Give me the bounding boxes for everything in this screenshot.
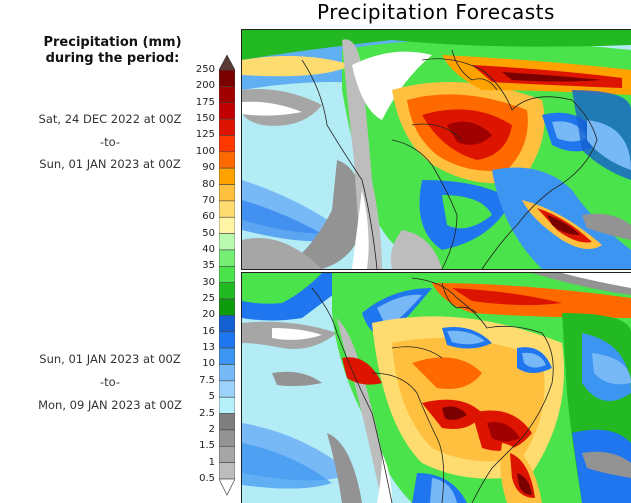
colorbar-tick-label: 50	[202, 227, 215, 239]
colorbar-segment	[219, 102, 235, 120]
colorbar-segment	[219, 118, 235, 136]
colorbar-segment	[219, 429, 235, 447]
colorbar-tick-label: 35	[202, 260, 215, 272]
colorbar-segment	[219, 249, 235, 267]
period-2-end: Mon, 09 JAN 2023 at 00Z	[38, 398, 182, 412]
colorbar-segment	[219, 331, 235, 349]
colorbar-segment	[219, 216, 235, 234]
colorbar-tick-label: 20	[202, 309, 215, 321]
colorbar-tick-label: 16	[202, 325, 215, 337]
precipitation-map-2	[242, 273, 631, 503]
legend-heading-line2: during the period:	[45, 51, 180, 66]
precipitation-map-1	[242, 30, 631, 269]
colorbar-tick-label: 125	[195, 129, 215, 141]
colorbar-tick-label: 70	[202, 194, 215, 206]
colorbar-tick-label: 90	[202, 162, 215, 174]
colorbar-tick-label: 2.5	[199, 407, 215, 419]
period-1-start: Sat, 24 DEC 2022 at 00Z	[38, 112, 182, 126]
forecast-map-period-2	[241, 272, 631, 503]
colorbar-segment	[219, 347, 235, 365]
legend-heading-line1: Precipitation (mm)	[43, 35, 182, 50]
colorbar-tick-label: 40	[202, 243, 215, 255]
period-2-start: Sun, 01 JAN 2023 at 00Z	[39, 352, 181, 366]
colorbar-segment	[219, 135, 235, 153]
forecast-map-period-1	[241, 29, 631, 270]
chart-title: Precipitation Forecasts	[317, 0, 555, 24]
colorbar-segment	[219, 396, 235, 414]
colorbar-segment	[219, 380, 235, 398]
colorbar-tick-label: 250	[195, 64, 215, 75]
legend-heading: Precipitation (mm) during the period:	[10, 35, 215, 67]
period-1-separator: -to-	[99, 135, 121, 149]
colorbar-tick-label: 2	[208, 423, 215, 435]
colorbar-tick-label: 1	[208, 456, 215, 468]
colorbar-segment	[219, 266, 235, 283]
colorbar-tick-label: 0.5	[199, 473, 215, 484]
colorbar-tick-label: 150	[195, 113, 215, 125]
colorbar-tick-label: 5	[208, 391, 215, 403]
period-2-separator: -to-	[99, 375, 121, 389]
colorbar	[219, 55, 235, 496]
colorbar-segment	[219, 298, 235, 316]
colorbar-segment	[219, 233, 235, 251]
colorbar-tick-label: 13	[202, 342, 215, 354]
colorbar-segment	[219, 167, 235, 185]
colorbar-tick-label: 30	[202, 276, 215, 288]
colorbar-tick-label: 100	[195, 145, 215, 157]
colorbar-segment	[219, 151, 235, 169]
colorbar-tick-label: 80	[202, 178, 215, 190]
colorbar-tick-label: 10	[202, 358, 215, 370]
colorbar-segment	[219, 282, 235, 300]
colorbar-tick-label: 175	[195, 96, 215, 108]
colorbar-segment	[219, 184, 235, 202]
colorbar-tick-label: 1.5	[199, 440, 215, 452]
colorbar-segment	[219, 413, 235, 431]
colorbar-tick-label: 7.5	[199, 374, 215, 386]
colorbar-segment	[219, 69, 235, 87]
colorbar-segment	[219, 86, 235, 104]
colorbar-segment	[219, 462, 235, 480]
colorbar-segment	[219, 364, 235, 382]
colorbar-segment	[219, 445, 235, 463]
colorbar-under-arrow	[219, 478, 235, 496]
colorbar-tick-label: 60	[202, 211, 215, 223]
colorbar-over-arrow	[219, 55, 235, 71]
colorbar-tick-label: 25	[202, 293, 215, 305]
colorbar-segment	[219, 315, 235, 333]
colorbar-tick-label: 200	[195, 80, 215, 92]
period-1-end: Sun, 01 JAN 2023 at 00Z	[39, 157, 181, 171]
colorbar-segment	[219, 200, 235, 218]
